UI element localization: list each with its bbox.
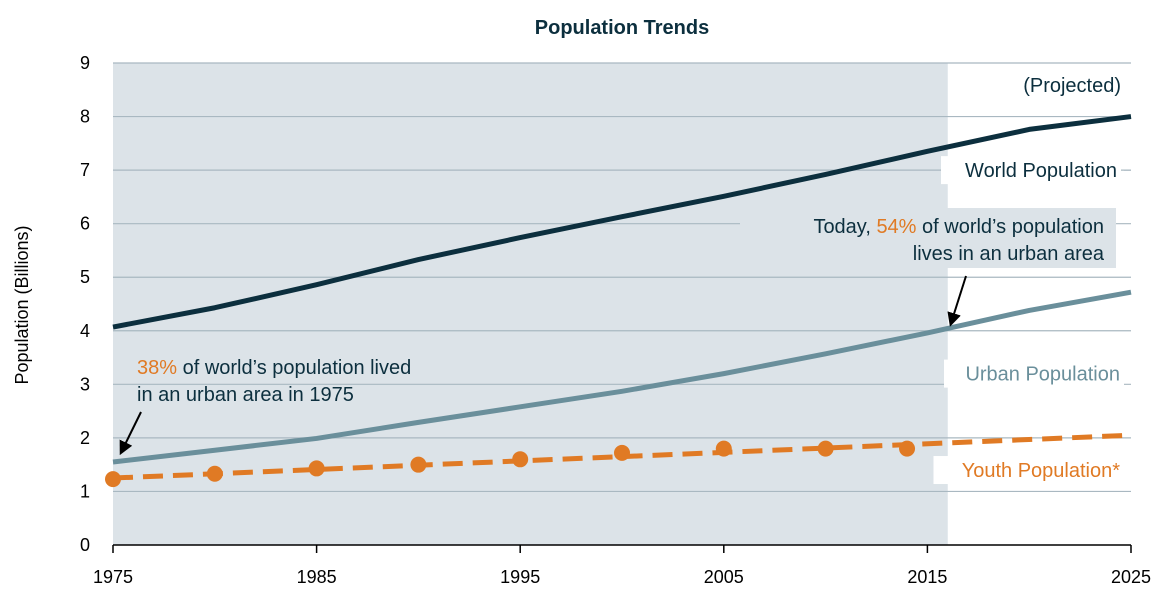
- historical-shaded-region: [113, 63, 948, 545]
- series-label-0: World Population: [965, 160, 1117, 182]
- y-tick-label: 2: [80, 428, 90, 448]
- x-axis: 1975 1985 1995 2005 2015 2025: [93, 544, 1151, 587]
- y-tick-label: 3: [80, 374, 90, 394]
- series-label-backing: [941, 156, 1121, 185]
- series-label-backing: [944, 359, 1124, 388]
- series-line-0: [112, 114, 1132, 330]
- youth-data-point: [817, 440, 834, 457]
- youth-data-point: [410, 456, 427, 473]
- x-tick-label: 1975: [93, 567, 133, 587]
- x-tick-label: 1985: [297, 567, 337, 587]
- series-labels: World Population Urban Population Youth Po…: [933, 156, 1131, 485]
- today-annotation-percent: 54%: [876, 216, 916, 238]
- y1975-annotation-text: of world’s population lived: [177, 357, 411, 379]
- x-tick-label: 2005: [704, 567, 744, 587]
- today-annotation-backing: [740, 208, 1116, 268]
- youth-data-point: [308, 460, 325, 477]
- y-tick-label: 7: [80, 160, 90, 180]
- y-axis-ticks: 0 1 2 3 4 5 6 7 8 9: [80, 53, 90, 555]
- today-annotation-line1: Today, 54% of world’s population: [813, 216, 1104, 238]
- x-tick-label: 2015: [907, 567, 947, 587]
- today-annotation-line2: lives in an urban area: [913, 243, 1105, 265]
- series-line-2: [112, 432, 1132, 481]
- y-tick-label: 9: [80, 53, 90, 73]
- youth-data-point: [715, 440, 732, 457]
- annotations: (Projected) Today, 54% of world’s populat…: [119, 75, 1121, 456]
- y1975-annotation-percent: 38%: [137, 357, 177, 379]
- y1975-arrow: [119, 411, 142, 456]
- projected-label: (Projected): [1023, 75, 1121, 97]
- today-annotation-text: of world’s population: [916, 216, 1104, 238]
- today-annotation-text: Today,: [813, 216, 876, 238]
- youth-data-point: [512, 451, 529, 468]
- series-label-backing: [933, 456, 1124, 485]
- youth-data-point: [614, 444, 630, 461]
- y-tick-label: 1: [80, 481, 90, 501]
- y-tick-label: 8: [80, 107, 90, 127]
- youth-data-point: [899, 440, 916, 457]
- series-layer: [105, 114, 1132, 488]
- series-line-1: [112, 289, 1132, 465]
- youth-data-point: [206, 465, 223, 482]
- x-tick-label: 2025: [1111, 567, 1151, 587]
- y-tick-label: 4: [80, 321, 90, 341]
- y-tick-label: 5: [80, 267, 90, 287]
- today-arrow: [947, 275, 967, 327]
- y-tick-label: 0: [80, 535, 90, 555]
- series-label-2: Youth Population*: [962, 460, 1121, 482]
- y1975-annotation-line2: in an urban area in 1975: [137, 384, 354, 406]
- y-tick-label: 6: [80, 214, 90, 234]
- series-label-1: Urban Population: [965, 364, 1120, 386]
- chart-title: Population Trends: [535, 17, 709, 39]
- y1975-annotation-line1: 38% of world’s population lived: [137, 357, 411, 379]
- x-tick-label: 1995: [500, 567, 540, 587]
- youth-data-point: [105, 471, 121, 488]
- y-axis-label: Population (Billions): [12, 225, 32, 384]
